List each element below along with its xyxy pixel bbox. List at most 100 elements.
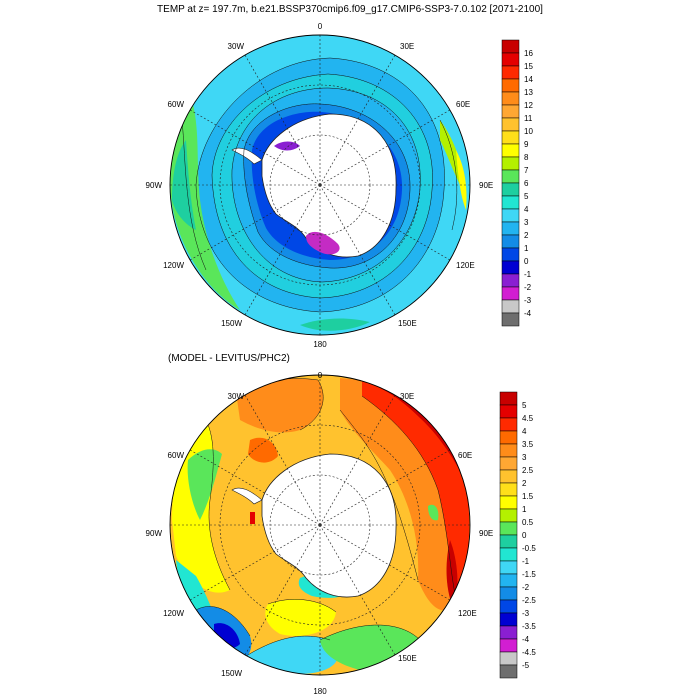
top-colorbar-label: 2 (524, 231, 529, 240)
bottom-map (170, 375, 470, 675)
lon-label-150w: 150W (221, 319, 242, 328)
top-colorbar-swatch (501, 39, 520, 54)
top-colorbar-label: 15 (524, 62, 533, 71)
top-colorbar-swatch (501, 52, 520, 67)
bottom-colorbar-swatch (499, 534, 518, 549)
top-colorbar-swatch (501, 312, 520, 327)
lon-label-90e: 90E (479, 529, 493, 538)
bottom-colorbar-swatch (499, 573, 518, 588)
lon-label-150w: 150W (221, 669, 242, 678)
lon-label-150e: 150E (398, 319, 417, 328)
lon-label-90e: 90E (479, 181, 493, 190)
bottom-colorbar: 5 4.5 4 3.5 3 2.5 2 1.5 1 0.5 0 -0.5 -1 -1.5 -2 -2.5 -3 -… (499, 391, 536, 679)
bottom-colorbar-swatch (499, 547, 518, 562)
bottom-colorbar-swatch (499, 651, 518, 666)
lon-label-180: 180 (313, 687, 327, 696)
top-panel: TEMP at z= 197.7m, b.e21.BSSP370cmip6.f0… (146, 4, 544, 349)
top-colorbar-swatch (501, 143, 520, 158)
lon-label-30e: 30E (400, 392, 414, 401)
top-colorbar-label: 11 (524, 114, 533, 123)
top-colorbar-label: 9 (524, 140, 529, 149)
bottom-colorbar-swatch (499, 625, 518, 640)
top-colorbar-swatch (501, 169, 520, 184)
bottom-colorbar-swatch (499, 521, 518, 536)
top-colorbar-label: -4 (524, 309, 532, 318)
bottom-colorbar-label: -3.5 (522, 622, 536, 631)
lon-label-30w: 30W (228, 42, 245, 51)
bottom-colorbar-swatch (499, 417, 518, 432)
top-colorbar-label: 0 (524, 257, 529, 266)
top-colorbar-swatch (501, 156, 520, 171)
bottom-colorbar-label: 4 (522, 427, 527, 436)
top-colorbar-swatch (501, 273, 520, 288)
top-colorbar-swatch (501, 286, 520, 301)
top-colorbar-swatch (501, 221, 520, 236)
top-colorbar-label: -1 (524, 270, 532, 279)
lon-label-120e: 120E (458, 609, 477, 618)
bottom-colorbar-swatch (499, 469, 518, 484)
bottom-colorbar-swatch (499, 443, 518, 458)
top-colorbar-swatch (501, 234, 520, 249)
top-panel-title: TEMP at z= 197.7m, b.e21.BSSP370cmip6.f0… (157, 4, 543, 15)
top-colorbar-swatch (501, 104, 520, 119)
bottom-colorbar-label: 0 (522, 531, 527, 540)
bottom-colorbar-label: -0.5 (522, 544, 536, 553)
lon-label-60e: 60E (456, 100, 470, 109)
bottom-colorbar-label: -3 (522, 609, 530, 618)
bottom-colorbar-label: 2 (522, 479, 527, 488)
bottom-longitude-labels: 0 30E 60E 90E 120E 150E 180 150W 120W 90… (146, 371, 494, 696)
top-map (170, 35, 470, 335)
lon-label-0: 0 (318, 22, 323, 31)
lon-label-0: 0 (318, 371, 323, 380)
bottom-colorbar-label: -5 (522, 661, 530, 670)
bottom-panel-title: (MODEL - LEVITUS/PHC2) (168, 353, 290, 364)
bottom-colorbar-label: -4.5 (522, 648, 536, 657)
top-colorbar-label: 4 (524, 205, 529, 214)
bottom-colorbar-label: -2.5 (522, 596, 536, 605)
bottom-colorbar-label: 5 (522, 401, 527, 410)
top-colorbar-label: 6 (524, 179, 529, 188)
top-colorbar-swatch (501, 247, 520, 262)
bottom-colorbar-label: 3.5 (522, 440, 534, 449)
top-colorbar-label: 5 (524, 192, 529, 201)
bottom-colorbar-swatch (499, 599, 518, 614)
bottom-colorbar-label: -4 (522, 635, 530, 644)
top-colorbar-swatch (501, 91, 520, 106)
top-colorbar-label: 13 (524, 88, 533, 97)
top-colorbar-swatch (501, 65, 520, 80)
bottom-colorbar-swatch (499, 404, 518, 419)
bottom-colorbar-label: -1 (522, 557, 530, 566)
bottom-colorbar-swatch (499, 482, 518, 497)
lon-label-120w: 120W (163, 261, 184, 270)
bottom-colorbar-label: 2.5 (522, 466, 534, 475)
top-colorbar-swatch (501, 195, 520, 210)
top-colorbar-swatch (501, 130, 520, 145)
top-colorbar-swatch (501, 78, 520, 93)
top-colorbar-swatch (501, 299, 520, 314)
top-colorbar-swatch (501, 182, 520, 197)
lon-label-150e: 150E (398, 654, 417, 663)
bottom-colorbar-swatch (499, 586, 518, 601)
bottom-colorbar-swatch (499, 430, 518, 445)
top-colorbar-label: -2 (524, 283, 532, 292)
lon-label-30e: 30E (400, 42, 414, 51)
top-longitude-labels: 0 30E 60E 90E 120E 150E 180 150W 120W 90… (146, 22, 494, 349)
bottom-colorbar-label: 3 (522, 453, 527, 462)
lon-label-30w: 30W (228, 392, 245, 401)
lon-label-90w: 90W (146, 529, 163, 538)
bottom-panel: (MODEL - LEVITUS/PHC2) (146, 353, 537, 696)
top-colorbar-label: 12 (524, 101, 533, 110)
top-colorbar-swatch (501, 208, 520, 223)
bottom-colorbar-swatch (499, 456, 518, 471)
bottom-colorbar-label: -1.5 (522, 570, 536, 579)
bottom-colorbar-swatch (499, 664, 518, 679)
top-colorbar-swatch (501, 117, 520, 132)
lon-label-120e: 120E (456, 261, 475, 270)
top-colorbar-swatch (501, 260, 520, 275)
bottom-colorbar-swatch (499, 612, 518, 627)
top-colorbar-label: 16 (524, 49, 533, 58)
top-colorbar-label: 1 (524, 244, 529, 253)
lon-label-90w: 90W (146, 181, 163, 190)
lon-label-120w: 120W (163, 609, 184, 618)
